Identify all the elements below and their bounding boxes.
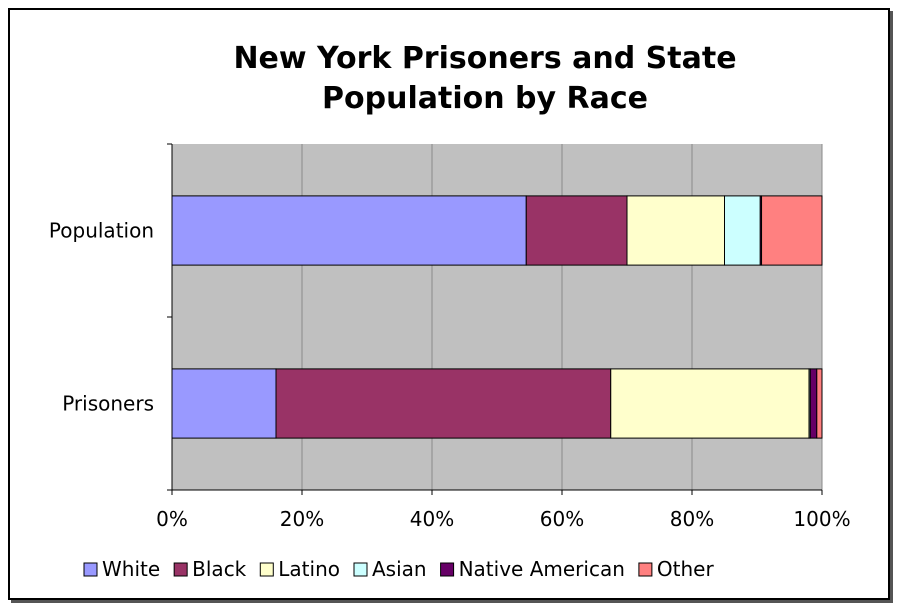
bar-population-latino [626, 195, 725, 266]
legend-item-black: Black [173, 557, 247, 581]
bar-population-other [761, 195, 823, 266]
x-tick-label: 80% [670, 507, 714, 531]
legend-item-white: White [83, 557, 160, 581]
chart-title-line-2: Population by Race [322, 81, 648, 116]
axes: 0% 20% 40% 60% 80% 100% Population Prisoners [49, 143, 851, 531]
legend-label: Asian [372, 557, 427, 581]
legend-item-latino: Latino [259, 557, 340, 581]
x-tick-label: 60% [540, 507, 584, 531]
legend-label: White [102, 557, 160, 581]
legend-label: Black [192, 557, 247, 581]
bar-prisoners-white [171, 368, 277, 439]
bar-population-black [525, 195, 628, 266]
bar-prisoners-native-american [809, 368, 818, 439]
legend-item-native-american: Native American [440, 557, 625, 581]
legend-label: Latino [278, 557, 340, 581]
x-tick-label: 20% [280, 507, 324, 531]
legend-item-other: Other [638, 557, 715, 581]
legend-label: Other [657, 557, 715, 581]
bars [171, 195, 823, 439]
stacked-bar-chart: New York Prisoners and State Population … [49, 41, 851, 581]
category-label-prisoners: Prisoners [62, 392, 154, 416]
legend-swatch [638, 562, 653, 577]
bar-population-white [171, 195, 527, 266]
bar-prisoners-other [816, 368, 823, 439]
legend-swatch [173, 562, 188, 577]
legend: White Black Latino Asian Native American Othe… [83, 557, 715, 581]
legend-swatch [259, 562, 274, 577]
x-tick-label: 0% [156, 507, 188, 531]
legend-swatch [83, 562, 98, 577]
legend-item-asian: Asian [353, 557, 427, 581]
bar-population-asian [724, 195, 761, 266]
chart-frame: New York Prisoners and State Population … [8, 8, 890, 600]
legend-label: Native American [459, 557, 625, 581]
legend-swatch [440, 562, 455, 577]
bar-prisoners-black [275, 368, 612, 439]
category-label-population: Population [49, 219, 154, 243]
bar-prisoners-latino [610, 368, 810, 439]
x-tick-label: 100% [793, 507, 850, 531]
chart-title-line-1: New York Prisoners and State [233, 41, 736, 76]
x-tick-label: 40% [410, 507, 454, 531]
legend-swatch [353, 562, 368, 577]
